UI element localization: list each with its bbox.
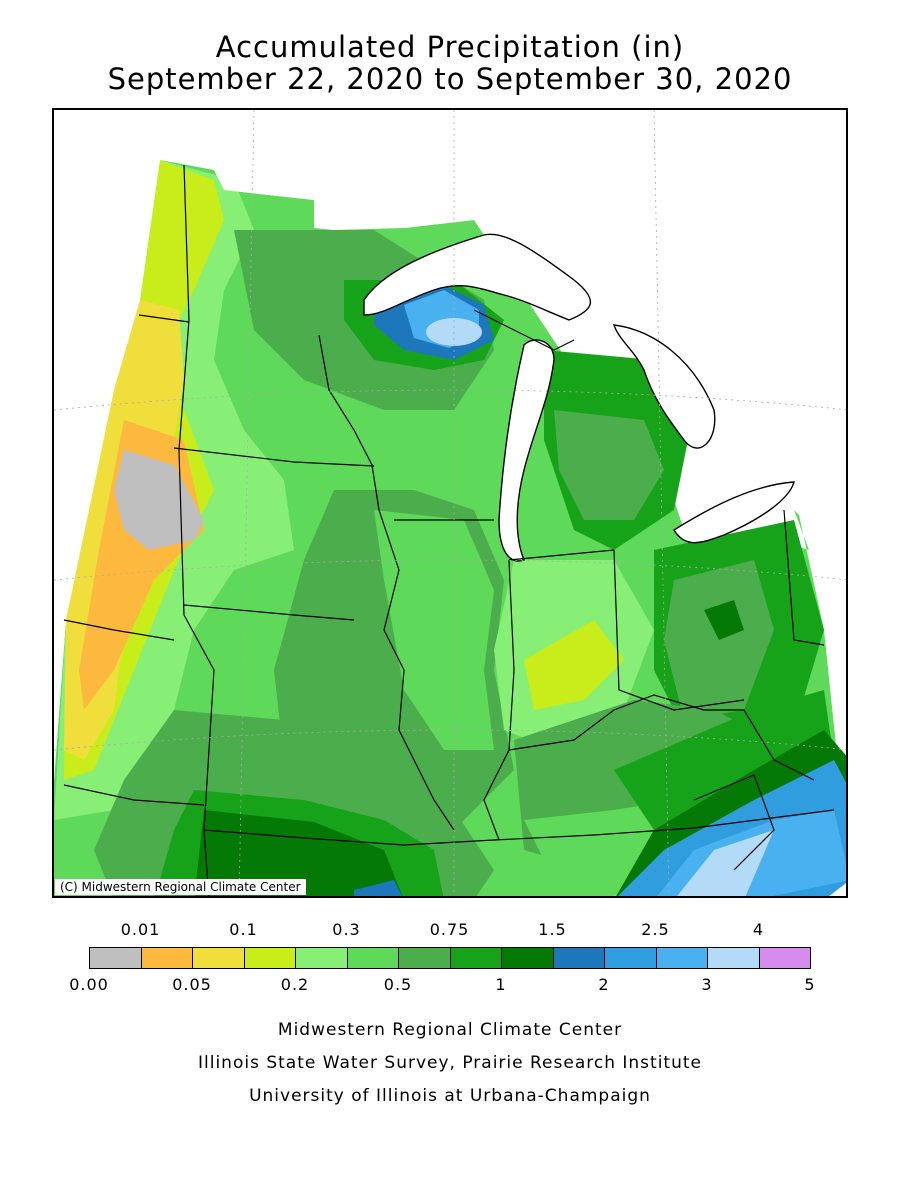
legend-top-label: 0.75 [429,920,470,939]
outside-domain-north [160,110,846,510]
legend-swatch [140,947,193,969]
zone-medium-green-michigan [554,410,664,520]
legend-swatch [707,947,760,969]
legend-bottom-label: 0.5 [383,975,413,994]
legend-bottom-label: 0.00 [69,975,109,994]
precipitation-map: (C) Midwestern Regional Climate Center [52,108,848,898]
graticule-lat-2 [54,559,846,581]
graticule [54,110,846,896]
border-mi-wi [473,309,575,351]
footer-survey: Illinois State Water Survey, Prairie Res… [198,1053,702,1073]
legend-bottom-label: 2 [598,975,610,994]
border-nd-sd [138,314,190,323]
border-ohio-river [508,694,815,781]
legend-top-label: 0.01 [120,920,161,939]
zone-pale-blue-southeast [677,830,774,896]
border-in-oh [613,549,745,711]
legend-swatch [758,947,811,969]
lake-michigan [498,339,555,562]
legend-bottom-label: 3 [701,975,713,994]
border-ky-va [693,774,775,871]
border-ia-mo [183,604,355,621]
zone-dark-green-missouri [194,810,403,896]
legend-swatch [604,947,657,969]
legend-bottom-label: 0.2 [280,975,310,994]
legend-swatch [655,947,708,969]
lake-superior [363,233,592,321]
zone-yellowgreen-indiana [524,620,624,710]
border-sd-ne [173,447,375,467]
legend-swatch [243,947,296,969]
outside-domain-southeast [829,883,846,896]
map-canvas [54,110,846,896]
legend-swatch [295,947,348,969]
border-ne-ks [63,619,175,641]
legend-swatch [449,947,502,969]
border-oh-pa [783,509,825,646]
outside-domain-west [54,110,160,780]
legend-top-label: 4 [752,920,765,939]
map-title: Accumulated Precipitation (in) [215,30,685,64]
legend-swatch [192,947,245,969]
graticule-lat-1 [54,389,846,411]
legend-swatch [346,947,399,969]
legend-bottom-label: 0.05 [172,975,212,994]
legend-swatch [501,947,554,969]
legend-top-label: 2.5 [641,920,670,939]
legend-bottom-label: 1 [495,975,507,994]
footer-org: Midwestern Regional Climate Center [277,1020,623,1040]
zone-dark-green-ohio [704,600,744,640]
precip-legend: 0.01 0.1 0.3 0.75 1.5 2.5 4 0.00 0.05 0.2 0.5 1 2 3 5 [0,920,900,1000]
legend-swatch [552,947,605,969]
border-ks-ok [63,784,205,806]
legend-swatch [398,947,451,969]
state-borders [63,164,835,896]
border-mi-in-oh [508,549,615,561]
legend-top-label: 1.5 [538,920,567,939]
zone-green-east [614,690,834,830]
legend-top-label: 0.1 [229,920,258,939]
zone-blue-southwest [354,880,402,896]
border-southern [203,809,835,846]
map-date-range: September 22, 2020 to September 30, 2020 [107,62,793,96]
border-mississippi [318,334,455,831]
legend-bottom-label: 5 [804,975,816,994]
legend-swatch [89,947,142,969]
lake-erie [673,481,795,544]
lake-huron [612,324,716,449]
footer-university: University of Illinois at Urbana-Champai… [249,1086,651,1106]
graticule-lat-3 [54,729,846,751]
map-credit: (C) Midwestern Regional Climate Center [55,879,306,895]
zone-green-illinois [374,510,494,750]
legend-top-label: 0.3 [332,920,361,939]
